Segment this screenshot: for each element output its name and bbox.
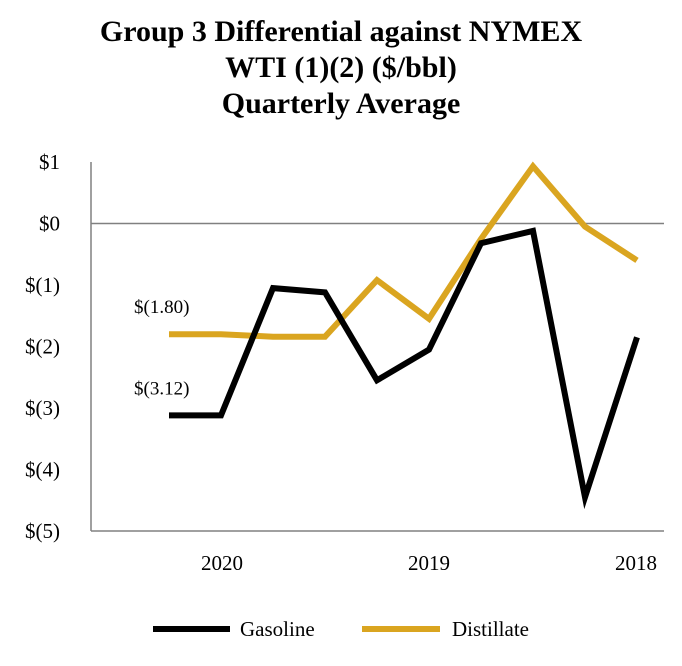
x-tick-label: 2018 <box>615 551 657 575</box>
y-tick-label: $(1) <box>25 273 60 297</box>
x-tick-label: 2019 <box>408 551 450 575</box>
y-tick-label: $(4) <box>25 458 60 482</box>
chart-title-line-1: Group 3 Differential against NYMEX <box>99 15 583 48</box>
y-tick-label: $(5) <box>25 519 60 543</box>
x-tick-label: 2020 <box>201 551 243 575</box>
chart-title: Group 3 Differential against NYMEX WTI (… <box>0 14 682 122</box>
y-tick-label: $1 <box>39 150 60 174</box>
legend-label-gasoline: Gasoline <box>240 617 315 641</box>
series-line-distillate <box>169 161 639 340</box>
y-tick-label: $(2) <box>25 335 60 359</box>
y-tick-label: $0 <box>39 212 60 236</box>
chart-title-line-2: WTI (1)(2) ($/bbl) <box>225 51 457 84</box>
chart-title-line-3: Quarterly Average <box>221 87 461 120</box>
legend-label-distillate: Distillate <box>452 617 529 641</box>
series-line-gasoline <box>169 227 640 510</box>
data-label-distillate: $(1.80) <box>134 297 189 318</box>
y-tick-label: $(3) <box>25 396 60 420</box>
data-label-gasoline: $(3.12) <box>134 378 189 399</box>
